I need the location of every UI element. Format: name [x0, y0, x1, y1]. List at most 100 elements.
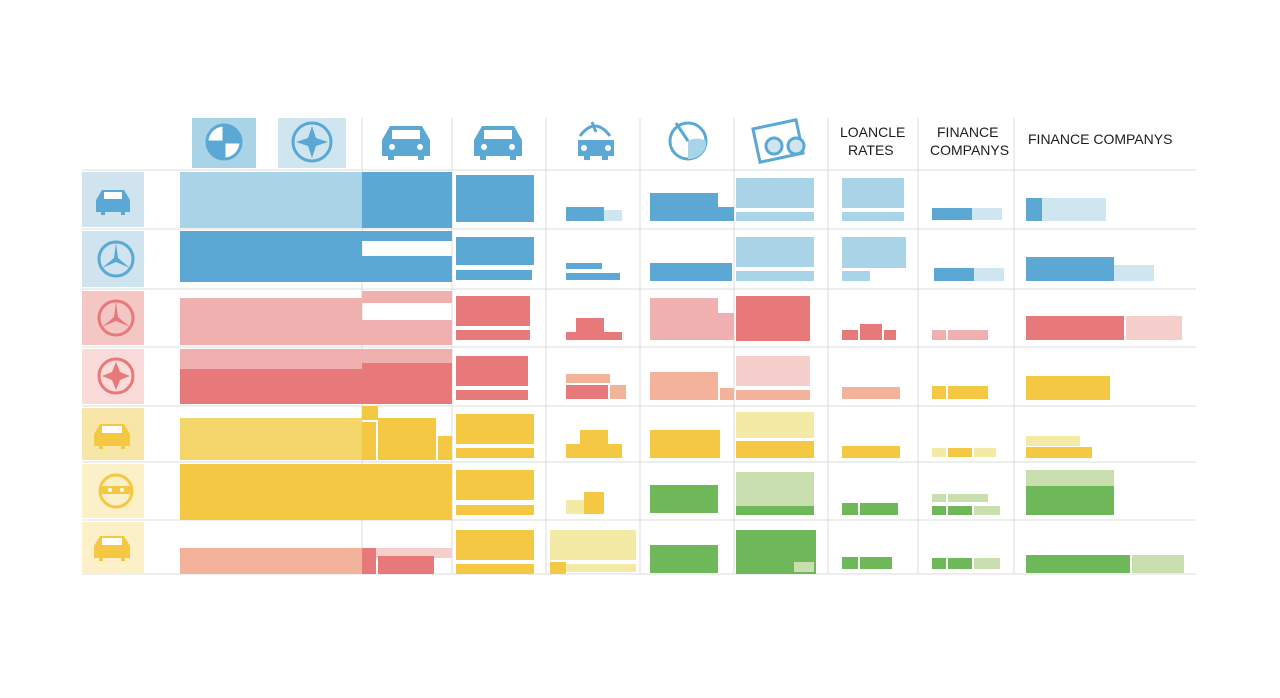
- cell-bar: [566, 207, 604, 221]
- cell-bar: [934, 268, 974, 281]
- cell-bar: [362, 231, 452, 241]
- cell-bar: [362, 320, 452, 345]
- cell-bar: [1026, 198, 1042, 221]
- cell-bar: [378, 556, 434, 574]
- cell-bar: [736, 237, 814, 267]
- cell-bar: [566, 385, 608, 399]
- cell-bar: [736, 296, 810, 341]
- cell-bar: [362, 363, 452, 404]
- cell-bar: [456, 175, 534, 222]
- cell-bar: [736, 472, 814, 506]
- cell-bar: [438, 436, 452, 460]
- cell-bar: [550, 562, 566, 574]
- cell-bar: [456, 237, 534, 265]
- row-icon-car-front: [82, 172, 144, 227]
- row-icon-car-front: [82, 522, 144, 574]
- cell-bar: [650, 298, 718, 340]
- cell-bar: [456, 414, 534, 444]
- cell-bar: [860, 503, 898, 515]
- cell-bar: [650, 545, 718, 573]
- row-icon-star-badge: [82, 349, 144, 404]
- cell-bar: [362, 548, 376, 574]
- row-1: [180, 172, 1106, 228]
- cell-bar: [362, 464, 452, 520]
- row-2: [180, 231, 1154, 282]
- cell-bar: [456, 530, 534, 560]
- cell-bar: [932, 506, 946, 515]
- row-icon-star-emblem: [82, 291, 144, 345]
- cell-bar: [376, 548, 452, 558]
- grid-lines: [82, 118, 1196, 575]
- cell-bar: [736, 178, 814, 208]
- cell-bar: [718, 263, 732, 281]
- cell-bar: [1114, 265, 1154, 281]
- cell-bar: [456, 505, 534, 515]
- cell-bar: [456, 470, 534, 500]
- cell-bar: [456, 270, 532, 280]
- cell-bar: [932, 558, 946, 569]
- globe-badge-icon: [192, 118, 256, 168]
- cell-bar: [362, 256, 452, 282]
- cell-bar: [736, 506, 814, 515]
- cell-bar: [456, 330, 530, 340]
- row-icon-car-front: [82, 408, 144, 460]
- header-finance-line-2: COMPANYS: [930, 142, 1009, 158]
- cell-bar: [842, 212, 904, 221]
- cell-bar: [718, 207, 734, 221]
- cell-bar: [566, 332, 622, 340]
- cell-bar: [842, 446, 900, 458]
- compass-star-icon: [278, 118, 346, 168]
- cell-bar: [362, 291, 452, 303]
- cell-bar: [362, 406, 378, 420]
- header-loancle-line-1: LOANCLE: [840, 124, 905, 140]
- row-4: [180, 349, 1110, 404]
- cell-bar: [736, 412, 814, 438]
- cell-bar: [1126, 316, 1182, 340]
- cell-bar: [842, 237, 906, 268]
- cell-bar: [974, 558, 1000, 569]
- cell-bar: [456, 296, 530, 326]
- cell-bar: [974, 448, 996, 457]
- cell-bar: [456, 448, 534, 458]
- cell-bar: [736, 356, 810, 386]
- cell-bar: [1042, 198, 1106, 221]
- cell-bar: [550, 530, 636, 560]
- car-front-icon: [474, 126, 522, 160]
- cell-bar: [610, 385, 626, 399]
- row-icon-steering-face: [82, 464, 144, 518]
- header-loancle-line-2: RATES: [848, 142, 894, 158]
- cell-bar: [736, 390, 810, 400]
- cell-bar: [842, 178, 904, 208]
- cell-bar: [180, 548, 362, 574]
- cell-bar: [1132, 555, 1184, 573]
- cell-bar: [860, 557, 892, 569]
- cell-bar: [362, 349, 452, 363]
- cell-bar: [1026, 316, 1124, 340]
- cell-bar: [932, 330, 946, 340]
- cell-bar: [842, 271, 870, 281]
- row-5: [180, 406, 1092, 460]
- cell-bar: [566, 564, 636, 572]
- cell-bar: [1026, 555, 1130, 573]
- cell-bar: [362, 172, 452, 228]
- cell-bar: [180, 418, 362, 460]
- cell-bar: [1026, 447, 1092, 458]
- cell-bar: [566, 500, 584, 514]
- cell-bar: [948, 506, 972, 515]
- cell-bar: [932, 448, 946, 457]
- cell-bar: [456, 356, 528, 386]
- cell-bar: [1026, 486, 1114, 515]
- cell-bar: [932, 494, 946, 502]
- cell-bar: [566, 444, 622, 458]
- cell-bar: [842, 387, 900, 399]
- car-front-icon: [382, 126, 430, 160]
- cell-bar: [736, 441, 814, 458]
- cell-bar: [456, 390, 528, 400]
- cell-bar: [180, 349, 362, 369]
- cell-bar: [650, 430, 720, 458]
- cell-bar: [180, 464, 362, 520]
- cell-bar: [1026, 470, 1114, 486]
- cell-bar: [860, 324, 882, 340]
- row-7: [180, 530, 1184, 574]
